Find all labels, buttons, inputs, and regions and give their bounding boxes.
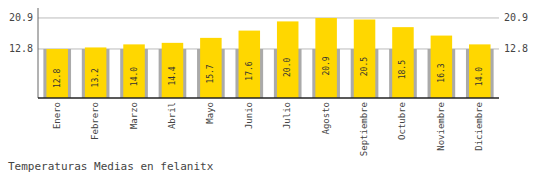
y-axis-line — [38, 8, 39, 98]
y2-tick-label: 12.8 — [504, 43, 528, 54]
bar — [354, 19, 376, 98]
data-label: 14.4 — [168, 66, 177, 85]
data-label: 12.8 — [53, 69, 62, 88]
data-label: 14.0 — [130, 67, 139, 86]
bar — [162, 43, 184, 98]
data-label: 14.0 — [475, 67, 484, 86]
bar — [85, 47, 107, 98]
chart: 12.8 12.8 20.9 20.9 12.8 13.2 14.0 14.4 15.7 17.6… — [0, 0, 537, 174]
bar — [469, 44, 491, 98]
y-tick-label: 20.9 — [9, 12, 33, 23]
data-label: 18.5 — [398, 60, 407, 79]
x-tick-label: Mayo — [205, 102, 215, 124]
title: Temperaturas Medias en felanitx — [8, 160, 214, 173]
data-label: 20.0 — [283, 58, 292, 77]
data-label: 20.9 — [322, 56, 331, 75]
x-tick-label: Diciembre — [474, 102, 484, 151]
bar — [239, 31, 261, 98]
x-tick-label: Abril — [167, 102, 177, 129]
bars — [43, 18, 493, 98]
x-tick-label: Junio — [244, 102, 254, 129]
x-tick-label: Noviembre — [436, 102, 446, 151]
x-tick-label: Agosto — [321, 102, 331, 135]
grid-line — [38, 17, 499, 18]
bar — [277, 21, 299, 98]
data-label: 16.3 — [437, 63, 446, 82]
bar — [43, 49, 71, 98]
data-label: 15.7 — [206, 64, 215, 83]
data-label: 17.6 — [245, 61, 254, 80]
data-label: 20.5 — [360, 57, 369, 76]
y-tick-label: 12.8 — [9, 43, 33, 54]
bar — [123, 44, 145, 98]
bar — [315, 18, 337, 98]
bar — [392, 27, 414, 98]
bar — [46, 49, 68, 98]
x-tick-label: Marzo — [129, 102, 139, 129]
y2-tick-label: 20.9 — [504, 12, 528, 23]
x-axis-line — [38, 97, 499, 99]
x-tick-label: Enero — [52, 102, 62, 129]
bar — [200, 38, 222, 98]
x-tick-label: Julio — [282, 102, 292, 129]
x-tick-label: Febrero — [90, 102, 100, 140]
bar — [431, 36, 453, 98]
x-tick-label: Octubre — [397, 102, 407, 140]
x-tick-label: Septiembre — [359, 102, 369, 156]
data-label: 13.2 — [91, 68, 100, 87]
